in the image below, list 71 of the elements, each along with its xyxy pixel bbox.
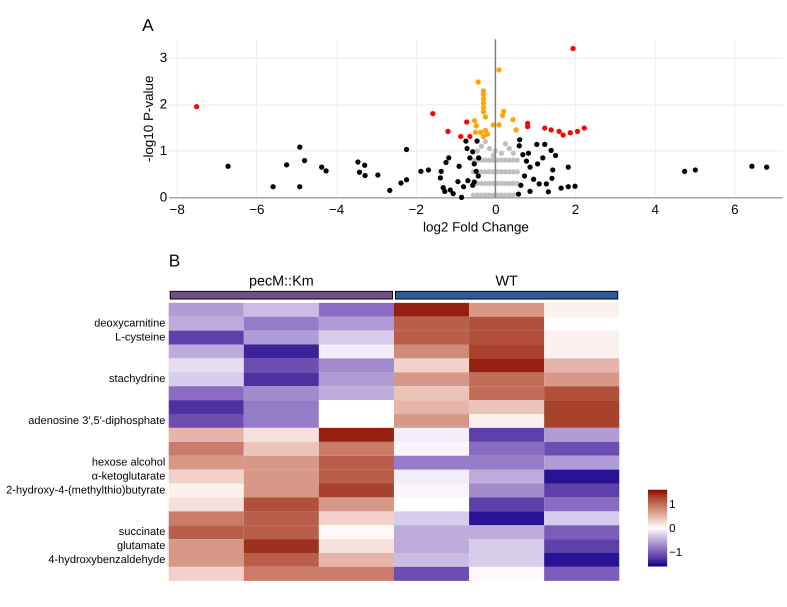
y-tick-label: 1 xyxy=(160,143,168,158)
x-tick-label: −6 xyxy=(249,202,264,218)
x-tick-label: 2 xyxy=(572,202,580,218)
point xyxy=(498,150,504,156)
y-axis-title: -log10 P-value xyxy=(141,76,156,162)
point xyxy=(480,134,486,140)
color-bar-label: 1 xyxy=(669,498,676,511)
point xyxy=(467,134,473,140)
x-tick-label: 0 xyxy=(492,202,500,218)
x-tick-label: 6 xyxy=(731,202,739,218)
point xyxy=(514,158,520,163)
point xyxy=(496,67,502,73)
x-tick-label: 4 xyxy=(651,202,660,218)
point xyxy=(430,111,436,116)
point xyxy=(445,128,451,134)
chart-title: A xyxy=(142,14,154,35)
y-tick-label: glutamate xyxy=(116,540,166,552)
point xyxy=(510,192,516,198)
x-tick-label: −2 xyxy=(408,202,424,218)
y-tick-label: α-ketoglutarate xyxy=(92,470,166,482)
point xyxy=(484,132,490,137)
y-tick-label: 4-hydroxybenzaldehyde xyxy=(48,554,166,566)
point xyxy=(478,130,484,135)
text: WT xyxy=(495,274,518,290)
y-tick-label: 3 xyxy=(160,50,168,66)
point xyxy=(478,144,484,149)
point xyxy=(560,132,566,138)
y-tick-label: 2 xyxy=(160,96,168,112)
point xyxy=(574,128,580,134)
color-bar-label: 0 xyxy=(669,522,676,535)
point xyxy=(501,108,506,114)
y-tick-label: stachydrine xyxy=(109,373,166,386)
color-bar-label: −1 xyxy=(669,546,682,559)
point xyxy=(510,150,516,156)
y-tick-label: 0 xyxy=(160,190,168,205)
point xyxy=(194,104,200,110)
point xyxy=(502,141,508,147)
point xyxy=(582,125,587,131)
y-tick-label: adenosine 3′,5′-diphosphate xyxy=(28,414,166,427)
point xyxy=(542,125,548,131)
point xyxy=(513,127,519,133)
point xyxy=(568,130,573,136)
point xyxy=(464,119,470,125)
point xyxy=(458,134,464,140)
chart-title: B xyxy=(168,250,180,270)
text: pecM::Km xyxy=(249,274,314,290)
y-tick-label: L-cysteine xyxy=(115,331,166,344)
point xyxy=(482,114,488,120)
point xyxy=(472,118,478,124)
point xyxy=(480,109,486,114)
point xyxy=(476,79,481,85)
point xyxy=(486,146,492,152)
point xyxy=(474,148,480,154)
y-tick-label: deoxycarnitine xyxy=(94,318,166,330)
point xyxy=(500,112,506,118)
point xyxy=(556,128,562,134)
x-axis-title: log2 Fold Change xyxy=(423,219,529,234)
point xyxy=(472,130,478,135)
point xyxy=(496,122,502,128)
point xyxy=(474,123,479,128)
point xyxy=(482,138,488,144)
point xyxy=(570,46,576,52)
point xyxy=(506,146,512,152)
x-tick-label: −4 xyxy=(328,202,345,218)
x-tick-label: −8 xyxy=(170,202,185,218)
y-tick-label: 2-hydroxy-4-(methylthio)butyrate xyxy=(6,484,166,496)
y-tick-label: hexose alcohol xyxy=(92,456,166,469)
point xyxy=(548,127,554,133)
point xyxy=(510,117,516,122)
y-tick-label: succinate xyxy=(118,526,166,538)
point xyxy=(514,169,520,174)
